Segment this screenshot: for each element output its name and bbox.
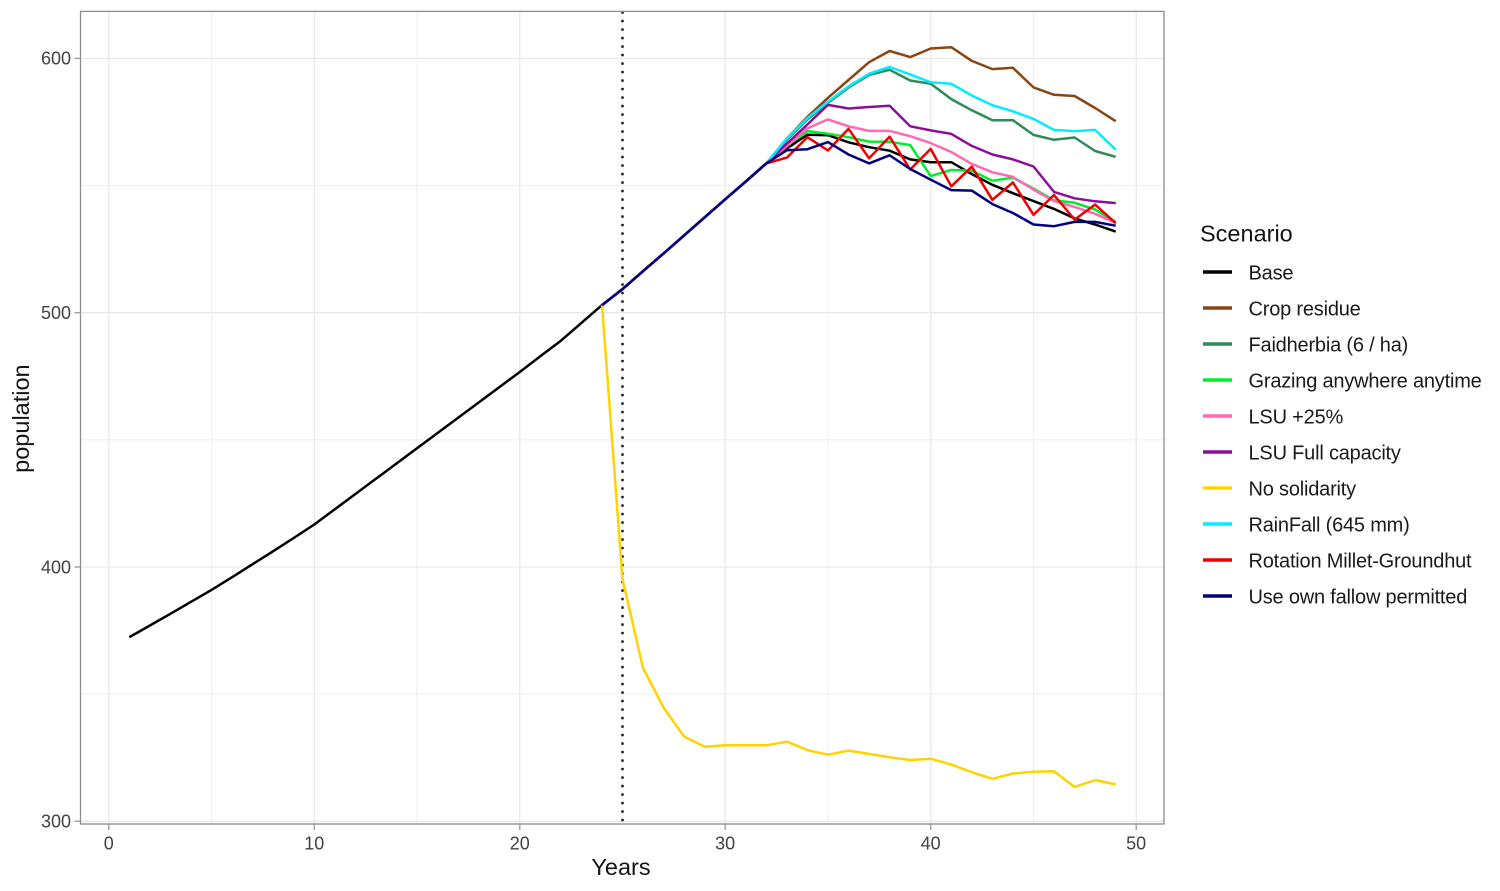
- svg-text:500: 500: [41, 303, 71, 323]
- svg-text:600: 600: [41, 49, 71, 69]
- svg-text:30: 30: [715, 834, 735, 854]
- svg-text:Crop residue: Crop residue: [1249, 298, 1361, 320]
- svg-text:No solidarity: No solidarity: [1249, 478, 1357, 500]
- svg-text:400: 400: [41, 557, 71, 577]
- svg-text:population: population: [8, 364, 34, 472]
- svg-text:Base: Base: [1249, 262, 1294, 284]
- svg-text:LSU +25%: LSU +25%: [1249, 406, 1344, 428]
- svg-text:RainFall (645 mm): RainFall (645 mm): [1249, 514, 1410, 536]
- svg-text:Use own fallow permitted: Use own fallow permitted: [1249, 586, 1468, 608]
- svg-text:40: 40: [921, 834, 941, 854]
- svg-text:20: 20: [510, 834, 530, 854]
- svg-text:Grazing anywhere anytime: Grazing anywhere anytime: [1249, 370, 1482, 392]
- svg-text:10: 10: [304, 834, 324, 854]
- svg-text:Faidherbia (6 / ha): Faidherbia (6 / ha): [1249, 334, 1409, 356]
- svg-text:300: 300: [41, 812, 71, 832]
- svg-text:50: 50: [1126, 834, 1146, 854]
- svg-text:Scenario: Scenario: [1200, 221, 1293, 247]
- svg-text:LSU Full capacity: LSU Full capacity: [1249, 442, 1401, 464]
- svg-text:Years: Years: [591, 854, 650, 880]
- svg-text:Rotation Millet-Groundhut: Rotation Millet-Groundhut: [1249, 550, 1473, 572]
- svg-text:0: 0: [104, 834, 114, 854]
